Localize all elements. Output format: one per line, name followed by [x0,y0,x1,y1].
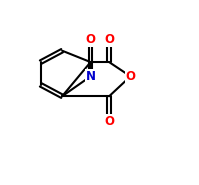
Text: O: O [104,115,114,128]
Text: O: O [104,33,114,46]
Text: O: O [126,70,136,83]
Text: N: N [86,70,96,83]
Text: O: O [86,33,96,46]
